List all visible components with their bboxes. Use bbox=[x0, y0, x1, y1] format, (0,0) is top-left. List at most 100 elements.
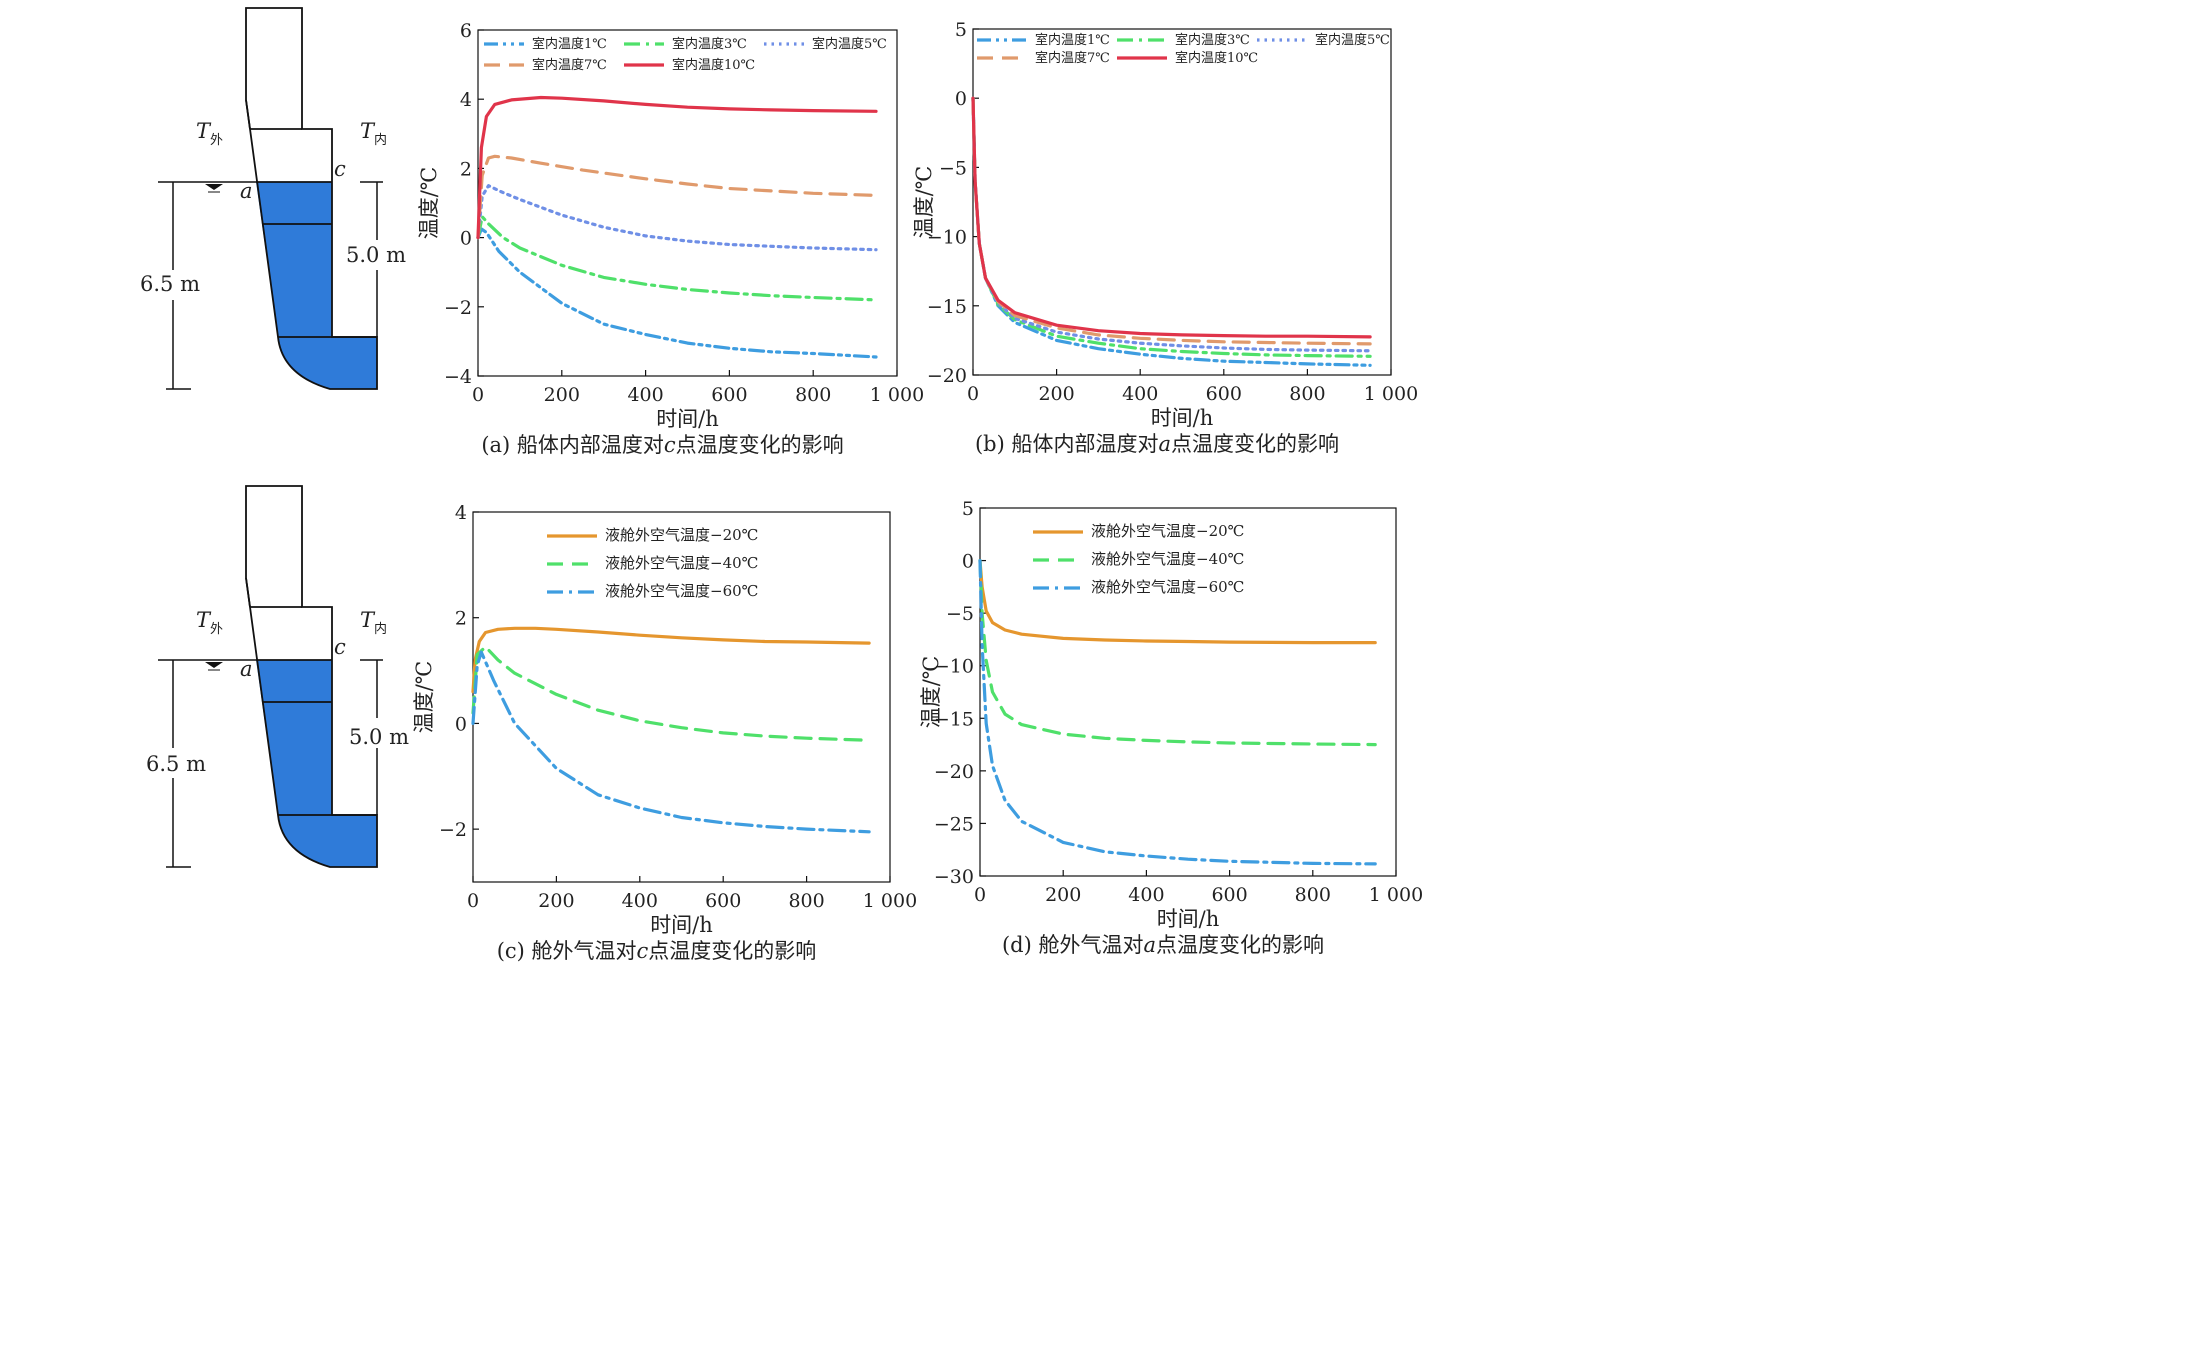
hull-diagram-top: 6.5 m 5.0 m T外 T内 a c bbox=[140, 7, 406, 390]
x-tick-label: 400 bbox=[1122, 383, 1158, 405]
legend-label: 液舱外空气温度−60℃ bbox=[1091, 578, 1244, 596]
y-tick-label: 0 bbox=[962, 551, 974, 573]
x-tick-label: 600 bbox=[705, 890, 741, 912]
chart-caption: (c) 舱外气温对c点温度变化的影响 bbox=[497, 939, 817, 963]
series-line bbox=[476, 184, 878, 252]
legend: 室内温度1℃ 室内温度3℃ 室内温度5℃ 室内温度7℃ 室内温度10℃ bbox=[484, 36, 887, 73]
depth-total-label: 6.5 m bbox=[140, 272, 200, 296]
legend-label: 室内温度7℃ bbox=[1035, 50, 1110, 66]
y-tick-label: 0 bbox=[955, 88, 967, 110]
x-tick-label: 400 bbox=[627, 384, 663, 406]
point-a-label: a bbox=[240, 179, 253, 203]
x-tick-label: 200 bbox=[1045, 884, 1081, 906]
legend: 液舱外空气温度−20℃ 液舱外空气温度−40℃ 液舱外空气温度−60℃ bbox=[547, 526, 758, 600]
chart-c: 0 200 400 600 800 1 000 −2 0 2 4 时间/h 温度/℃ (c) 舱外气温对… bbox=[412, 502, 917, 963]
series-line bbox=[471, 645, 871, 742]
point-a-label: a bbox=[240, 657, 253, 681]
t-out-label: T外 bbox=[196, 119, 223, 148]
series-line bbox=[978, 558, 1377, 645]
y-tick-label: 5 bbox=[955, 19, 967, 41]
y-tick-label: 0 bbox=[460, 228, 472, 250]
chart-caption: (a) 船体内部温度对c点温度变化的影响 bbox=[481, 433, 843, 457]
depth-water-label: 5.0 m bbox=[349, 725, 409, 749]
y-tick-label: −4 bbox=[444, 366, 472, 388]
point-c-label: c bbox=[334, 635, 346, 659]
y-tick-label: −5 bbox=[946, 603, 974, 625]
x-tick-label: 1 000 bbox=[870, 384, 924, 406]
chart-caption: (d) 舱外气温对a点温度变化的影响 bbox=[1002, 933, 1324, 957]
y-tick-label: −20 bbox=[934, 761, 974, 783]
plot-frame bbox=[477, 29, 898, 377]
y-tick-label: −15 bbox=[927, 296, 967, 318]
x-tick-label: 1 000 bbox=[1369, 884, 1423, 906]
series-line bbox=[471, 626, 871, 694]
x-tick-label: 800 bbox=[1289, 383, 1325, 405]
y-tick-label: −25 bbox=[934, 813, 974, 835]
y-tick-label: 4 bbox=[455, 502, 467, 524]
y-tick-label: −30 bbox=[934, 866, 974, 888]
tank-bottom-fill bbox=[278, 815, 377, 867]
legend-label: 室内温度7℃ bbox=[532, 57, 607, 73]
series-line bbox=[476, 215, 878, 302]
legend-label: 室内温度3℃ bbox=[1175, 32, 1250, 48]
x-axis-label: 时间/h bbox=[1157, 907, 1220, 931]
legend-label: 室内温度5℃ bbox=[812, 36, 887, 52]
legend-label: 室内温度1℃ bbox=[1035, 32, 1110, 48]
figure-canvas: 6.5 m 5.0 m T外 T内 a c 6.5 m 5.0 m T外 bbox=[140, 7, 1423, 963]
x-tick-label: 1 000 bbox=[863, 890, 917, 912]
depth-total-label: 6.5 m bbox=[146, 752, 206, 776]
x-tick-label: 200 bbox=[544, 384, 580, 406]
y-tick-label: 0 bbox=[455, 713, 467, 735]
series-line bbox=[978, 558, 1377, 747]
x-tick-label: 200 bbox=[1038, 383, 1074, 405]
t-in-label: T内 bbox=[360, 608, 387, 637]
series-line bbox=[971, 96, 1372, 339]
x-axis-label: 时间/h bbox=[650, 913, 713, 937]
tank-bottom-fill bbox=[278, 337, 377, 389]
x-tick-label: 200 bbox=[538, 890, 574, 912]
x-tick-label: 0 bbox=[467, 890, 479, 912]
y-tick-label: −20 bbox=[927, 365, 967, 387]
y-tick-label: −10 bbox=[927, 227, 967, 249]
x-tick-label: 0 bbox=[472, 384, 484, 406]
y-tick-label: −2 bbox=[439, 819, 467, 841]
x-tick-label: 400 bbox=[622, 890, 658, 912]
legend-label: 液舱外空气温度−40℃ bbox=[1091, 550, 1244, 568]
series-line bbox=[978, 558, 1377, 866]
x-tick-label: 800 bbox=[1295, 884, 1331, 906]
series-line bbox=[476, 154, 878, 240]
series-line bbox=[971, 96, 1372, 353]
y-tick-label: −15 bbox=[934, 708, 974, 730]
y-tick-label: −10 bbox=[934, 656, 974, 678]
y-axis-label: 温度/℃ bbox=[912, 166, 936, 239]
legend-label: 液舱外空气温度−60℃ bbox=[605, 582, 758, 600]
water-level-marker-icon bbox=[205, 662, 223, 668]
series-line bbox=[471, 650, 871, 834]
legend-label: 室内温度5℃ bbox=[1315, 32, 1390, 48]
x-tick-label: 400 bbox=[1128, 884, 1164, 906]
hull-diagram-bottom: 6.5 m 5.0 m T外 T内 a c bbox=[146, 485, 409, 868]
series-line bbox=[971, 96, 1372, 358]
x-tick-label: 0 bbox=[974, 884, 986, 906]
x-tick-label: 0 bbox=[967, 383, 979, 405]
legend-label: 液舱外空气温度−40℃ bbox=[605, 554, 758, 572]
series-line bbox=[476, 95, 878, 240]
legend: 液舱外空气温度−20℃ 液舱外空气温度−40℃ 液舱外空气温度−60℃ bbox=[1033, 522, 1244, 596]
series-line bbox=[971, 96, 1372, 346]
chart-d: 0 200 400 600 800 1 000 −30 −25 −20 −15 −10 −5 0 5 时间/… bbox=[919, 498, 1423, 957]
y-axis-label: 温度/℃ bbox=[919, 656, 943, 729]
t-in-label: T内 bbox=[360, 119, 387, 148]
t-out-label: T外 bbox=[196, 608, 223, 637]
y-tick-label: 4 bbox=[460, 89, 472, 111]
series-line bbox=[476, 227, 878, 359]
y-axis-label: 温度/℃ bbox=[412, 661, 436, 734]
x-tick-label: 1 000 bbox=[1364, 383, 1418, 405]
point-c-label: c bbox=[334, 157, 346, 181]
water-level-marker-icon bbox=[205, 184, 223, 190]
legend: 室内温度1℃ 室内温度3℃ 室内温度5℃ 室内温度7℃ 室内温度10℃ bbox=[977, 32, 1390, 66]
legend-label: 液舱外空气温度−20℃ bbox=[1091, 522, 1244, 540]
chart-caption: (b) 船体内部温度对a点温度变化的影响 bbox=[975, 432, 1339, 456]
y-tick-label: 6 bbox=[460, 20, 472, 42]
x-axis-label: 时间/h bbox=[1151, 406, 1214, 430]
